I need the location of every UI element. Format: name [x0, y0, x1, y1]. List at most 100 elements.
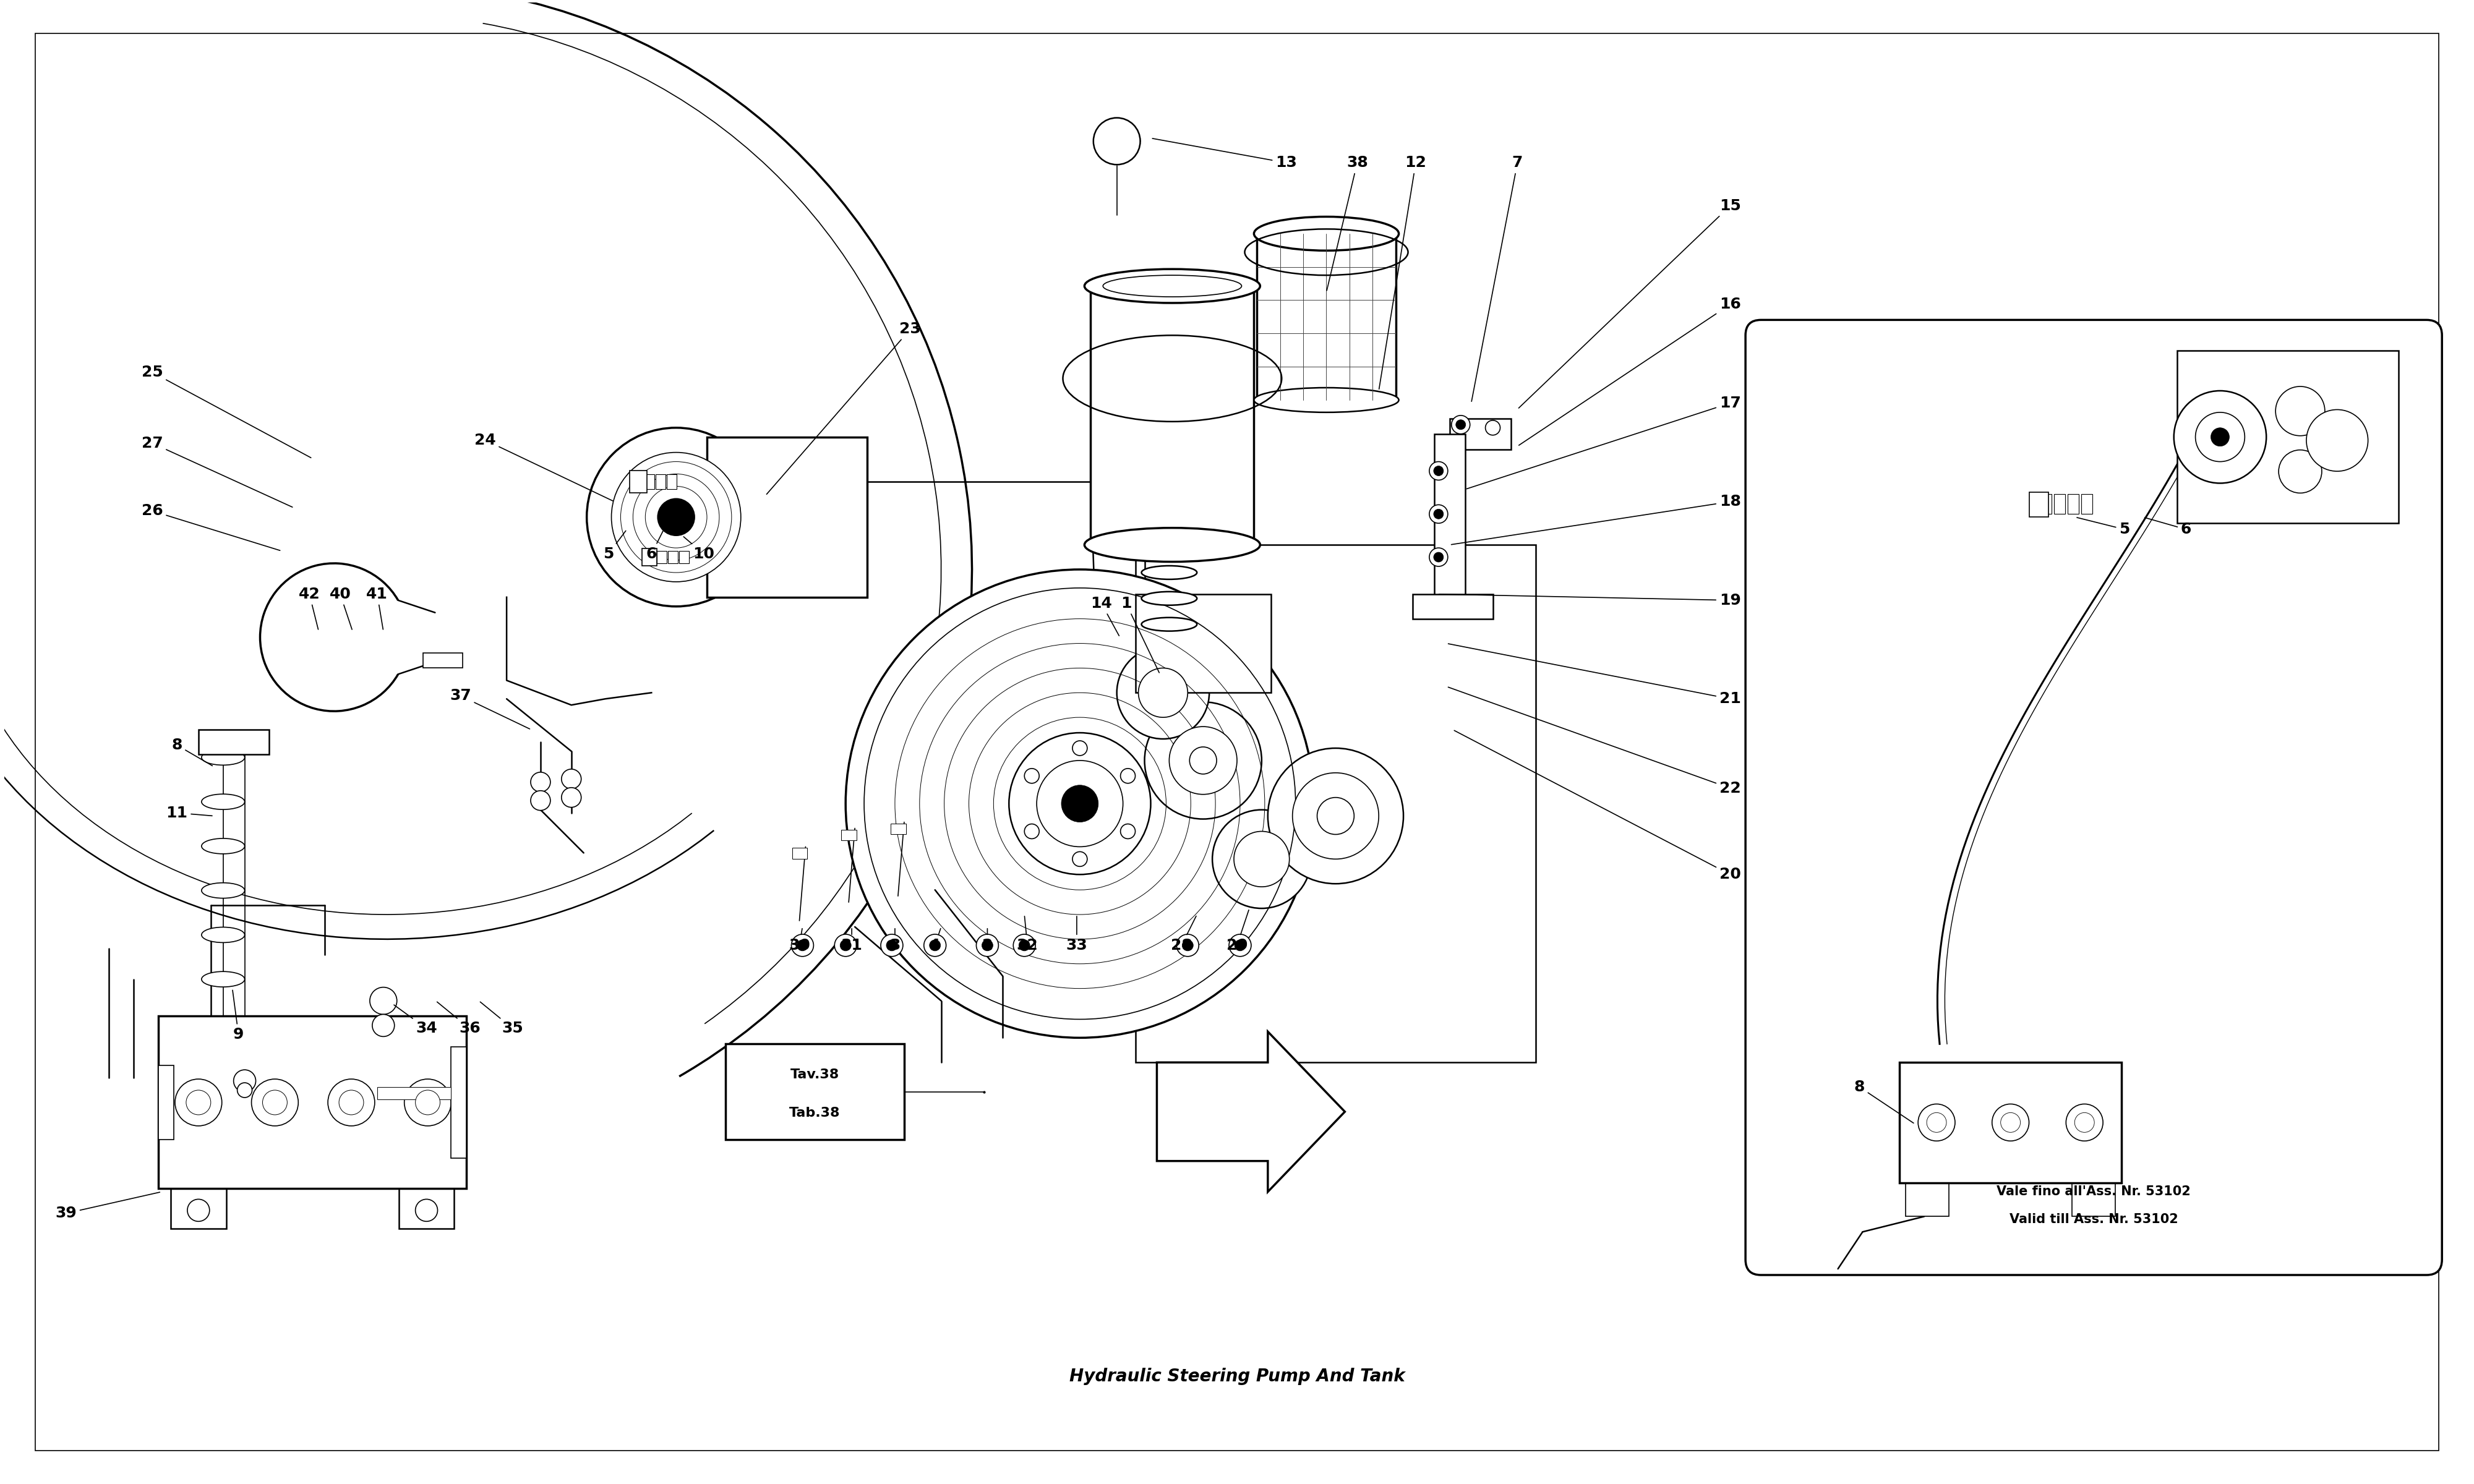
Ellipse shape	[200, 838, 245, 853]
Circle shape	[881, 935, 903, 956]
Polygon shape	[1158, 1031, 1346, 1192]
Bar	[646, 475, 656, 490]
Bar	[668, 551, 678, 564]
Ellipse shape	[200, 927, 245, 942]
Text: 2: 2	[982, 929, 992, 953]
Ellipse shape	[1084, 528, 1259, 562]
Ellipse shape	[1254, 387, 1398, 413]
Text: 5: 5	[604, 531, 626, 561]
Text: 25: 25	[141, 365, 312, 457]
Bar	[1136, 594, 1272, 693]
Circle shape	[233, 1070, 255, 1092]
Circle shape	[930, 939, 940, 951]
Circle shape	[1019, 939, 1029, 951]
Circle shape	[1432, 552, 1442, 562]
Circle shape	[262, 1091, 287, 1114]
Circle shape	[2194, 413, 2244, 462]
Bar	[198, 730, 270, 754]
Bar	[1091, 286, 1254, 545]
Bar	[158, 1066, 173, 1140]
Circle shape	[1235, 939, 1244, 951]
Text: 37: 37	[450, 689, 529, 729]
Bar	[668, 475, 678, 490]
Circle shape	[2175, 390, 2266, 484]
Circle shape	[1014, 935, 1037, 956]
Circle shape	[1316, 797, 1353, 834]
Circle shape	[1138, 668, 1188, 717]
Ellipse shape	[200, 749, 245, 766]
Bar	[1136, 545, 1536, 1063]
Text: 5: 5	[2076, 518, 2130, 537]
Text: 15: 15	[1519, 199, 1742, 408]
Circle shape	[1071, 741, 1086, 755]
Ellipse shape	[200, 794, 245, 809]
Ellipse shape	[1084, 269, 1259, 303]
FancyBboxPatch shape	[1747, 321, 2442, 1275]
Bar	[2177, 350, 2400, 524]
Circle shape	[1024, 824, 1039, 838]
Circle shape	[1094, 117, 1141, 165]
Text: 26: 26	[141, 503, 280, 551]
Circle shape	[2212, 427, 2229, 447]
Text: 18: 18	[1452, 494, 1742, 545]
Circle shape	[1190, 746, 1217, 775]
Circle shape	[252, 1079, 299, 1126]
Text: 16: 16	[1519, 297, 1742, 445]
Ellipse shape	[200, 972, 245, 987]
Ellipse shape	[1103, 275, 1242, 297]
Text: 34: 34	[393, 1005, 438, 1036]
Circle shape	[1430, 548, 1447, 567]
Text: 9: 9	[233, 990, 245, 1042]
Circle shape	[792, 935, 814, 956]
Text: 29: 29	[1227, 910, 1249, 953]
Circle shape	[1170, 727, 1237, 794]
Bar	[1450, 418, 1512, 450]
Text: 35: 35	[480, 1002, 524, 1036]
Circle shape	[186, 1091, 210, 1114]
Bar	[158, 1017, 468, 1189]
Bar	[171, 1186, 225, 1229]
Circle shape	[188, 1199, 210, 1221]
Bar	[2073, 1181, 2115, 1217]
Bar	[376, 1088, 450, 1100]
Bar	[725, 1043, 903, 1140]
Text: 24: 24	[475, 433, 614, 502]
Text: 17: 17	[1467, 396, 1742, 488]
Circle shape	[1432, 466, 1442, 476]
Bar	[841, 830, 856, 840]
Circle shape	[1455, 420, 1465, 429]
Circle shape	[2279, 450, 2321, 493]
Text: 28: 28	[1170, 916, 1195, 953]
Bar	[2029, 493, 2048, 516]
Circle shape	[1432, 509, 1442, 519]
Ellipse shape	[1141, 617, 1197, 631]
Text: 6: 6	[2145, 518, 2192, 537]
Bar	[656, 475, 666, 490]
Circle shape	[416, 1091, 440, 1114]
Circle shape	[1145, 702, 1262, 819]
Text: 6: 6	[646, 531, 663, 561]
Circle shape	[176, 1079, 223, 1126]
Text: 33: 33	[1066, 916, 1089, 953]
Circle shape	[1116, 647, 1210, 739]
Text: 11: 11	[166, 806, 213, 821]
Bar	[2053, 494, 2066, 513]
Circle shape	[923, 935, 945, 956]
Text: 20: 20	[1455, 730, 1742, 881]
Text: 31: 31	[841, 929, 863, 953]
Bar	[1905, 1181, 1950, 1217]
Circle shape	[846, 570, 1314, 1037]
Circle shape	[1037, 760, 1123, 847]
Circle shape	[841, 939, 851, 951]
Circle shape	[1235, 831, 1289, 887]
Bar	[792, 847, 807, 859]
Circle shape	[1121, 824, 1136, 838]
Circle shape	[1430, 505, 1447, 524]
Circle shape	[1430, 462, 1447, 481]
Bar	[450, 1048, 468, 1158]
Text: 4: 4	[930, 929, 940, 953]
Circle shape	[834, 935, 856, 956]
Circle shape	[1484, 420, 1499, 435]
Circle shape	[339, 1091, 364, 1114]
Bar	[1900, 1063, 2123, 1183]
